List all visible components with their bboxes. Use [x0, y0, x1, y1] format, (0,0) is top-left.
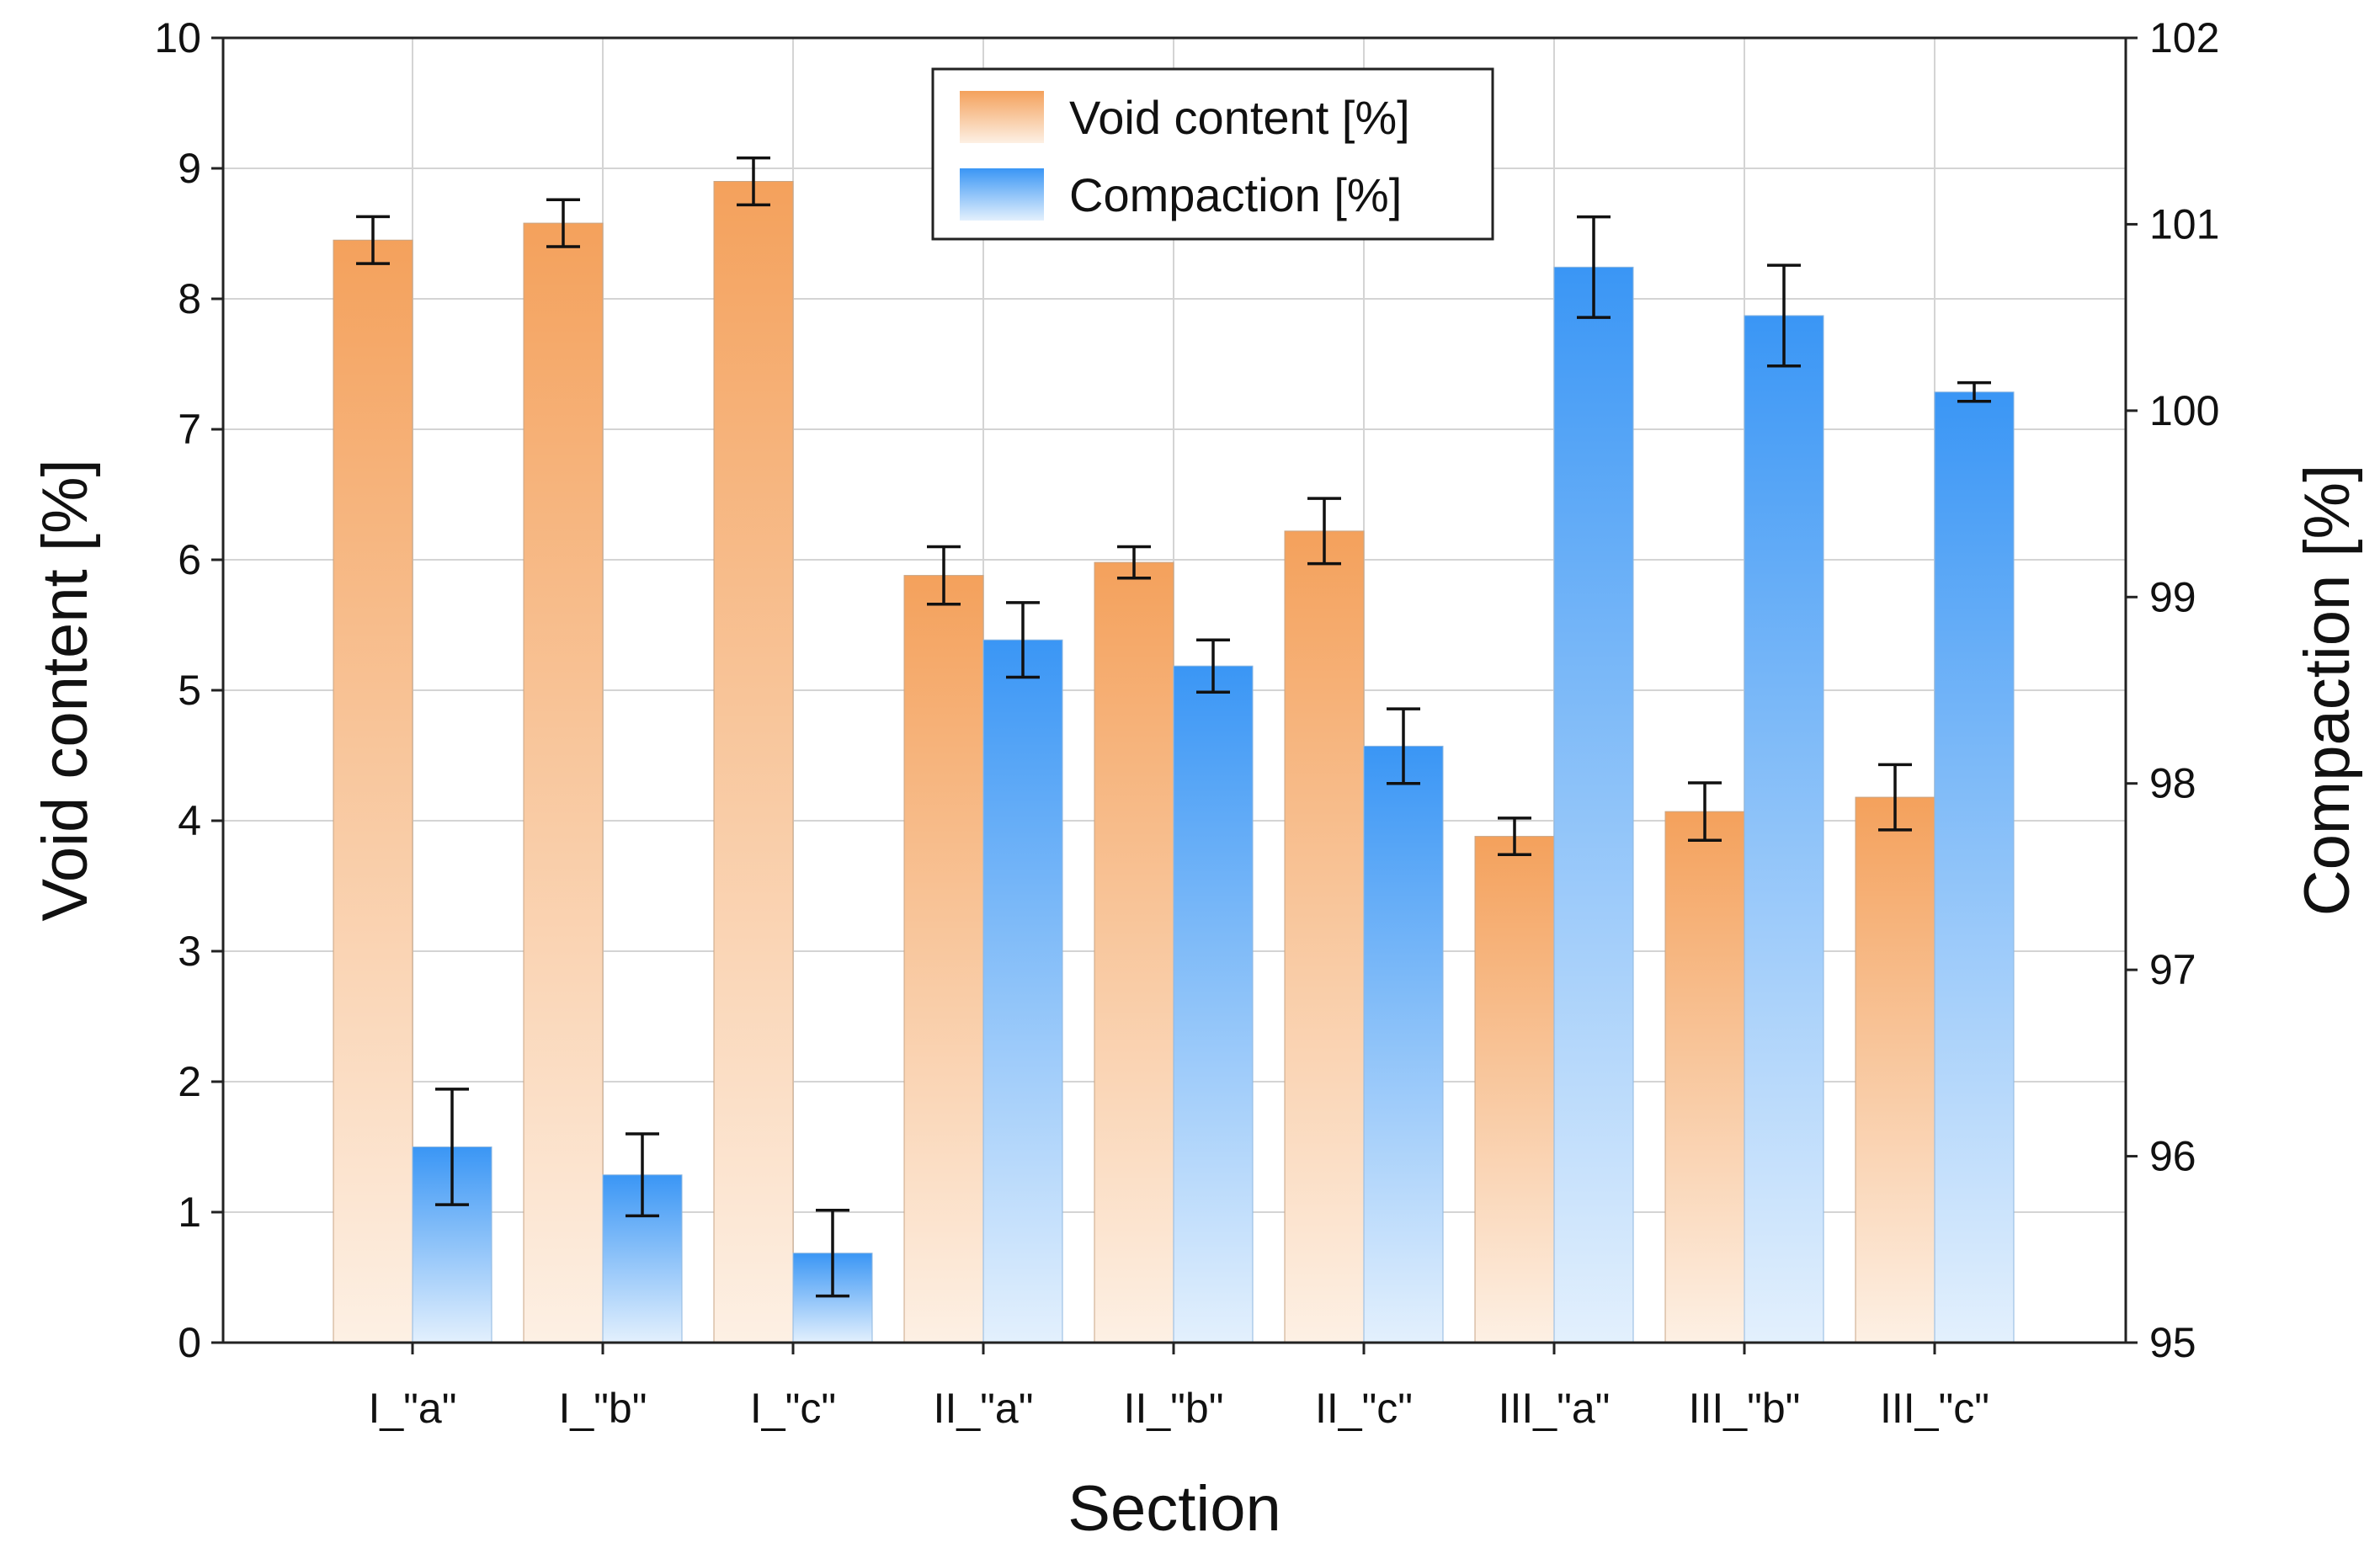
- error-bars: [356, 156, 1991, 1298]
- bar-void-content: [1094, 561, 1174, 1343]
- y-left-tick-label: 8: [178, 275, 201, 322]
- legend-swatch-compaction: [960, 168, 1044, 221]
- y-right-tick-label: 96: [2149, 1133, 2196, 1180]
- y-axis-right-title: Compaction [%]: [2292, 465, 2363, 916]
- y-left-tick-label: 4: [178, 797, 201, 844]
- x-tick-label: III_"c": [1880, 1385, 1989, 1432]
- y-right-tick-label: 99: [2149, 573, 2196, 620]
- y-left-tick-label: 6: [178, 536, 201, 583]
- x-tick-label: II_"c": [1315, 1385, 1413, 1432]
- y-right-tick-label: 102: [2149, 14, 2219, 61]
- x-tick-label: II_"a": [934, 1385, 1034, 1432]
- y-left-tick-label: 0: [178, 1319, 201, 1366]
- bar-compaction: [1173, 665, 1254, 1343]
- bar-void-content: [1855, 796, 1935, 1343]
- x-tick-label: I_"a": [368, 1385, 456, 1432]
- bars: [333, 181, 2015, 1343]
- legend-label-void: Void content [%]: [1069, 91, 1410, 144]
- legend-swatch-void: [960, 91, 1044, 143]
- y-left-tick-label: 5: [178, 667, 201, 714]
- bar-compaction: [1553, 266, 1634, 1343]
- axes: 0 1 2 3 4 5 6 7 8 9 10 95 96 97 98 99 100 101 102 I_"a" I_"b…: [154, 14, 2219, 1432]
- y-left-tick-label: 1: [178, 1189, 201, 1236]
- y-right-tick-label: 95: [2149, 1319, 2196, 1366]
- x-tick-label: II_"b": [1124, 1385, 1224, 1432]
- y-right-tick-label: 101: [2149, 200, 2219, 247]
- y-axis-left-title: Void content [%]: [29, 459, 101, 921]
- y-right-tick-label: 98: [2149, 760, 2196, 807]
- x-tick-label: III_"b": [1689, 1385, 1801, 1432]
- bar-void-content: [523, 222, 604, 1343]
- y-left-tick-label: 7: [178, 406, 201, 453]
- bar-compaction: [982, 639, 1063, 1343]
- bar-compaction: [1934, 391, 2015, 1343]
- bar-void-content: [903, 575, 984, 1343]
- y-right-tick-label: 97: [2149, 946, 2196, 993]
- legend: Void content [%] Compaction [%]: [931, 67, 1494, 241]
- bar-void-content: [713, 181, 794, 1343]
- bar-void-content: [1284, 530, 1365, 1343]
- bar-void-content: [1664, 811, 1745, 1343]
- y-left-tick-label: 3: [178, 928, 201, 975]
- bar-void-content: [333, 239, 413, 1343]
- legend-label-compaction: Compaction [%]: [1069, 168, 1402, 221]
- y-left-tick-label: 10: [154, 14, 201, 61]
- bar-compaction: [1363, 745, 1444, 1343]
- y-left-tick-label: 9: [178, 145, 201, 192]
- x-tick-label: III_"a": [1499, 1385, 1611, 1432]
- x-axis-title: Section: [1068, 1473, 1281, 1545]
- y-left-tick-label: 2: [178, 1058, 201, 1105]
- bar-compaction: [1744, 315, 1824, 1343]
- y-right-tick-label: 100: [2149, 387, 2219, 434]
- x-tick-label: I_"c": [750, 1385, 836, 1432]
- bar-void-content: [1474, 836, 1555, 1343]
- x-tick-label: I_"b": [558, 1385, 647, 1432]
